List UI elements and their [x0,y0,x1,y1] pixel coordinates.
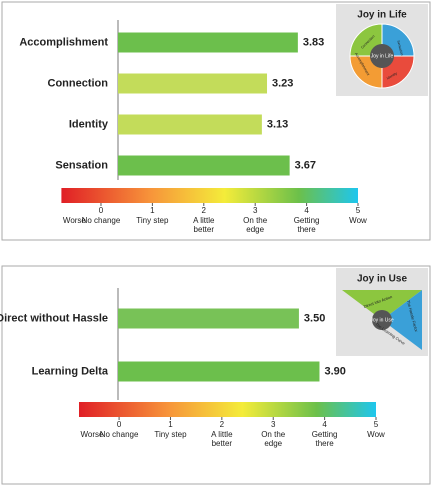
panel-title: Joy in Use [357,274,407,285]
x-tick-label: 1 [150,206,155,215]
x-tick-label: 4 [322,420,327,429]
x-tick-label: 1 [168,420,173,429]
bar [118,73,268,94]
category-label: Accomplishment [19,36,108,48]
scale-label: Tiny step [136,216,169,225]
panel [1,265,431,485]
icon-segment [382,290,422,350]
icon-label: Sensation [396,40,404,56]
category-label: Direct without Hassle [0,312,108,324]
x-tick-label: 5 [356,206,361,215]
icon-center [372,310,392,330]
panel-title: Joy in Life [357,10,407,21]
x-tick-label: 0 [99,206,104,215]
x-tick-label: 0 [117,420,122,429]
icon-center [370,44,394,68]
category-label: Sensation [55,159,108,171]
scale-label: Wow [367,430,385,439]
scale-label: Wow [349,216,367,225]
value-label: 3.83 [303,36,324,48]
scale-label: A little better [193,216,215,234]
scale-label: On the edge [243,216,268,234]
icon-label: Joy in Life [371,53,394,59]
scale-label: Worse [80,430,104,439]
bar [118,308,299,329]
value-label: 3.90 [324,365,345,377]
x-tick-label: 2 [202,206,207,215]
x-tick-label: 4 [304,206,309,215]
x-tick-label: 3 [271,420,276,429]
scale-label: Getting there [311,430,338,448]
bar [118,32,298,53]
scale-label: No change [81,216,121,225]
scale-label: No change [99,430,139,439]
x-tick-label: 5 [374,420,379,429]
scale-label: Worse [62,216,86,225]
scale-label: Getting there [293,216,320,234]
scale-bar [79,402,376,417]
scale-label: Tiny step [154,430,187,439]
icon-label: Identity [386,71,398,80]
value-label: 3.50 [304,312,325,324]
scale-label: A little better [211,430,233,448]
value-label: 3.13 [267,118,288,130]
icon-label: Joy in Use [370,317,394,323]
bar [118,155,290,176]
x-tick-label: 2 [220,420,225,429]
x-tick-label: 3 [253,206,258,215]
category-label: Connection [48,77,109,89]
bar [118,114,262,135]
scale-bar [61,188,359,203]
icon-segment [342,290,422,320]
category-label: Identity [69,118,109,130]
bar [118,361,320,382]
value-label: 3.23 [272,77,293,89]
value-label: 3.67 [295,159,316,171]
category-label: Learning Delta [32,365,109,377]
scale-label: On the edge [261,430,286,448]
panel [1,1,431,241]
